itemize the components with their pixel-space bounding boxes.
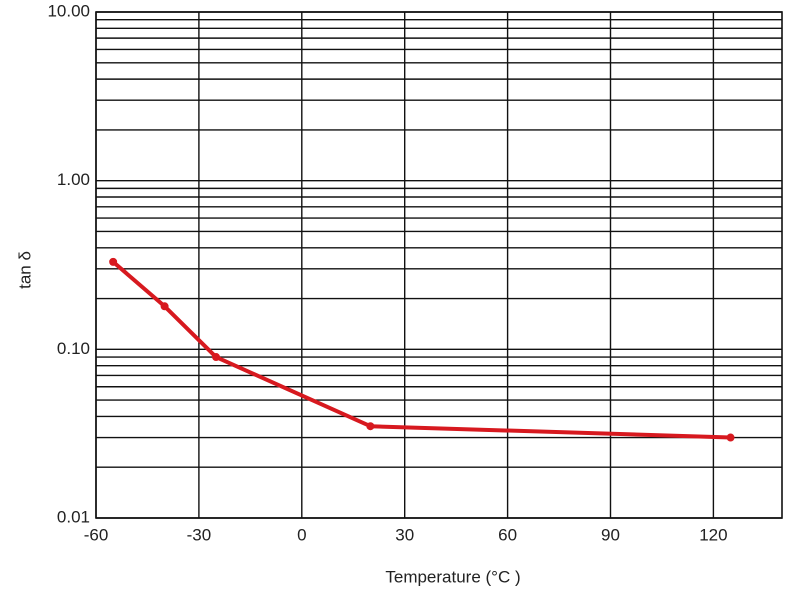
y-tick-label: 10.00 <box>47 1 90 20</box>
data-point <box>726 433 735 442</box>
x-tick-label: 30 <box>395 525 414 544</box>
x-tick-label: -30 <box>187 525 212 544</box>
y-axis-label: tan δ <box>15 251 34 289</box>
x-tick-label: -60 <box>84 525 109 544</box>
data-point <box>109 257 118 266</box>
x-tick-label: 0 <box>297 525 306 544</box>
y-tick-label: 0.10 <box>57 339 90 358</box>
x-tick-label: 120 <box>699 525 727 544</box>
y-tick-label: 1.00 <box>57 170 90 189</box>
y-tick-label: 0.01 <box>57 507 90 526</box>
x-axis-label: Temperature (°C ) <box>385 567 520 586</box>
data-point <box>160 302 169 311</box>
x-tick-label: 90 <box>601 525 620 544</box>
plot-frame <box>95 11 783 519</box>
data-point <box>212 353 221 362</box>
data-point <box>366 422 375 431</box>
x-tick-label: 60 <box>498 525 517 544</box>
